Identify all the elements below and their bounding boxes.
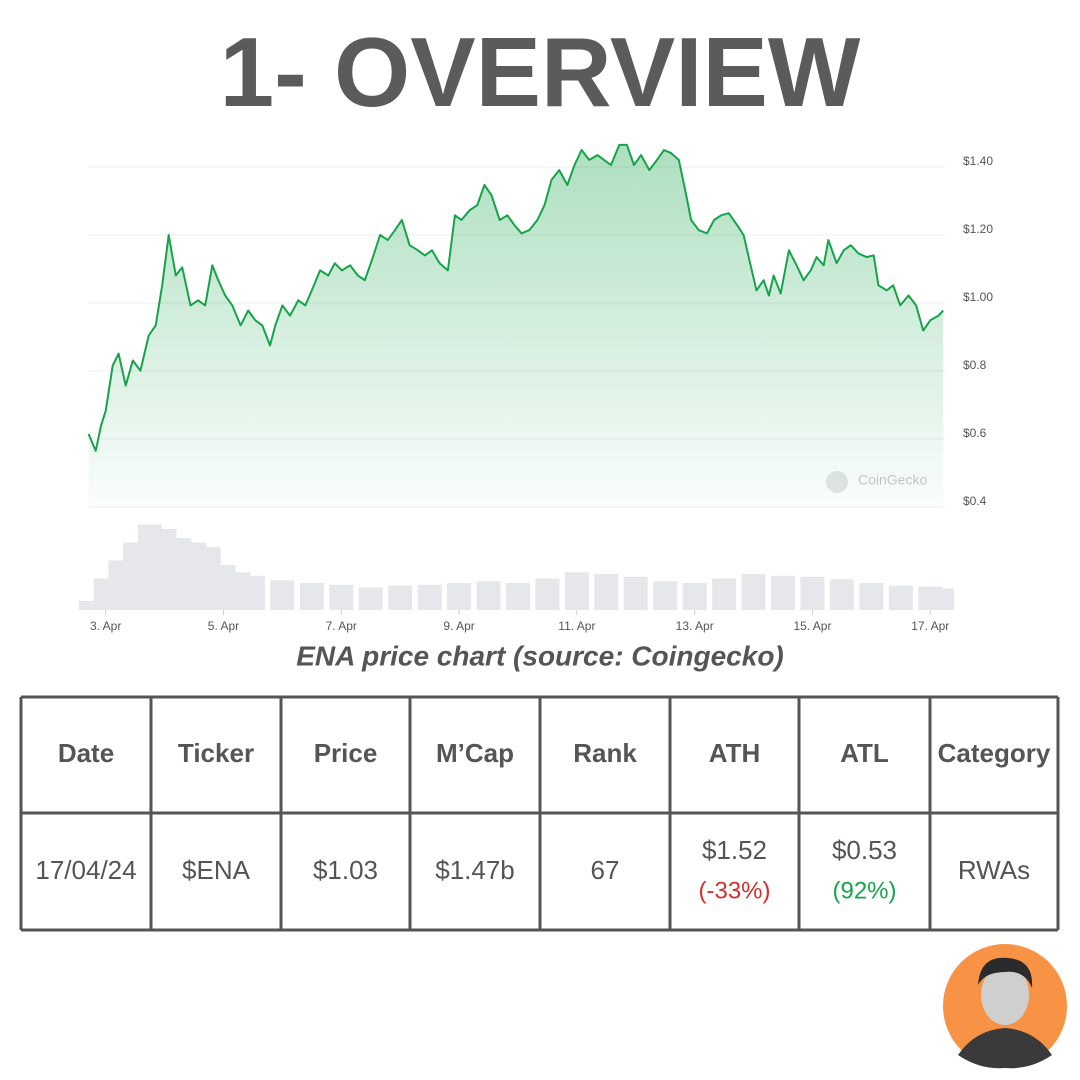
- volume-bar: [888, 585, 913, 610]
- volume-bar: [712, 578, 737, 610]
- volume-bar: [682, 583, 707, 610]
- volume-bar: [476, 581, 501, 610]
- table-cell: 67: [591, 855, 620, 885]
- table-cell: 17/04/24: [35, 855, 136, 885]
- volume-bar: [800, 576, 825, 610]
- volume-bar: [623, 576, 648, 610]
- x-tick-label: 3. Apr: [90, 619, 121, 633]
- table-header: Rank: [573, 738, 637, 768]
- volume-bar: [417, 584, 442, 610]
- volume-bar: [771, 575, 796, 610]
- table-cell-change: (-33%): [698, 877, 770, 904]
- table-header: Price: [314, 738, 378, 768]
- volume-bar: [859, 583, 884, 610]
- x-tick-label: 5. Apr: [208, 619, 239, 633]
- x-tick-label: 9. Apr: [443, 619, 474, 633]
- table-cell: $1.03: [313, 855, 378, 885]
- y-tick-label: $1.00: [963, 290, 993, 304]
- volume-bar: [299, 583, 324, 610]
- table: Date Ticker Price M’Cap Rank ATH ATL Category 17…: [19, 695, 1060, 932]
- y-tick-label: $0.8: [963, 358, 987, 372]
- y-tick-label: $1.20: [963, 222, 993, 236]
- x-tick-label: 11. Apr: [558, 619, 595, 633]
- table-header: Category: [938, 738, 1051, 768]
- table-cell: $0.53: [832, 835, 897, 865]
- x-tick-label: 7. Apr: [326, 619, 357, 633]
- volume-bar: [594, 574, 619, 610]
- page-title: 1- OVERVIEW: [220, 17, 861, 127]
- volume-bar: [505, 583, 530, 610]
- volume-bar: [564, 572, 589, 610]
- table-cell: $ENA: [182, 855, 251, 885]
- volume-bar: [653, 581, 678, 610]
- price-area: [88, 144, 944, 507]
- table-header: ATH: [709, 738, 761, 768]
- table-cell: $1.47b: [435, 855, 515, 885]
- chart-caption: ENA price chart (source: Coingecko): [296, 640, 784, 671]
- volume-bar: [358, 587, 383, 610]
- avatar-hair: [978, 957, 1033, 988]
- volume-bar: [930, 588, 955, 610]
- volume-bar: [270, 580, 295, 610]
- volume-bar: [741, 574, 766, 610]
- table-header: M’Cap: [436, 738, 514, 768]
- table-header: Ticker: [178, 738, 254, 768]
- table-cell: $1.52: [702, 835, 767, 865]
- table-cell-change: (92%): [832, 877, 896, 904]
- table-cell: RWAs: [958, 855, 1030, 885]
- x-tick-label: 15. Apr: [793, 619, 831, 633]
- avatar-body: [958, 1028, 1052, 1069]
- volume-bar: [535, 578, 560, 610]
- x-tick-label: 17. Apr: [911, 619, 949, 633]
- volume-bar: [447, 583, 472, 610]
- volume-bar: [829, 579, 854, 610]
- x-tick-label: 13. Apr: [676, 619, 714, 633]
- avatar-face: [981, 965, 1029, 1025]
- y-tick-label: $1.40: [963, 154, 993, 168]
- y-tick-label: $0.4: [963, 494, 987, 508]
- avatar: [943, 944, 1067, 1069]
- volume-bar: [329, 584, 354, 610]
- table-header: Date: [58, 738, 114, 768]
- y-tick-label: $0.6: [963, 426, 987, 440]
- volume-bar: [240, 575, 265, 610]
- price-line: [87, 143, 944, 452]
- volume-bar: [388, 585, 413, 610]
- volume-bar: [78, 601, 103, 610]
- table-header: ATL: [840, 738, 889, 768]
